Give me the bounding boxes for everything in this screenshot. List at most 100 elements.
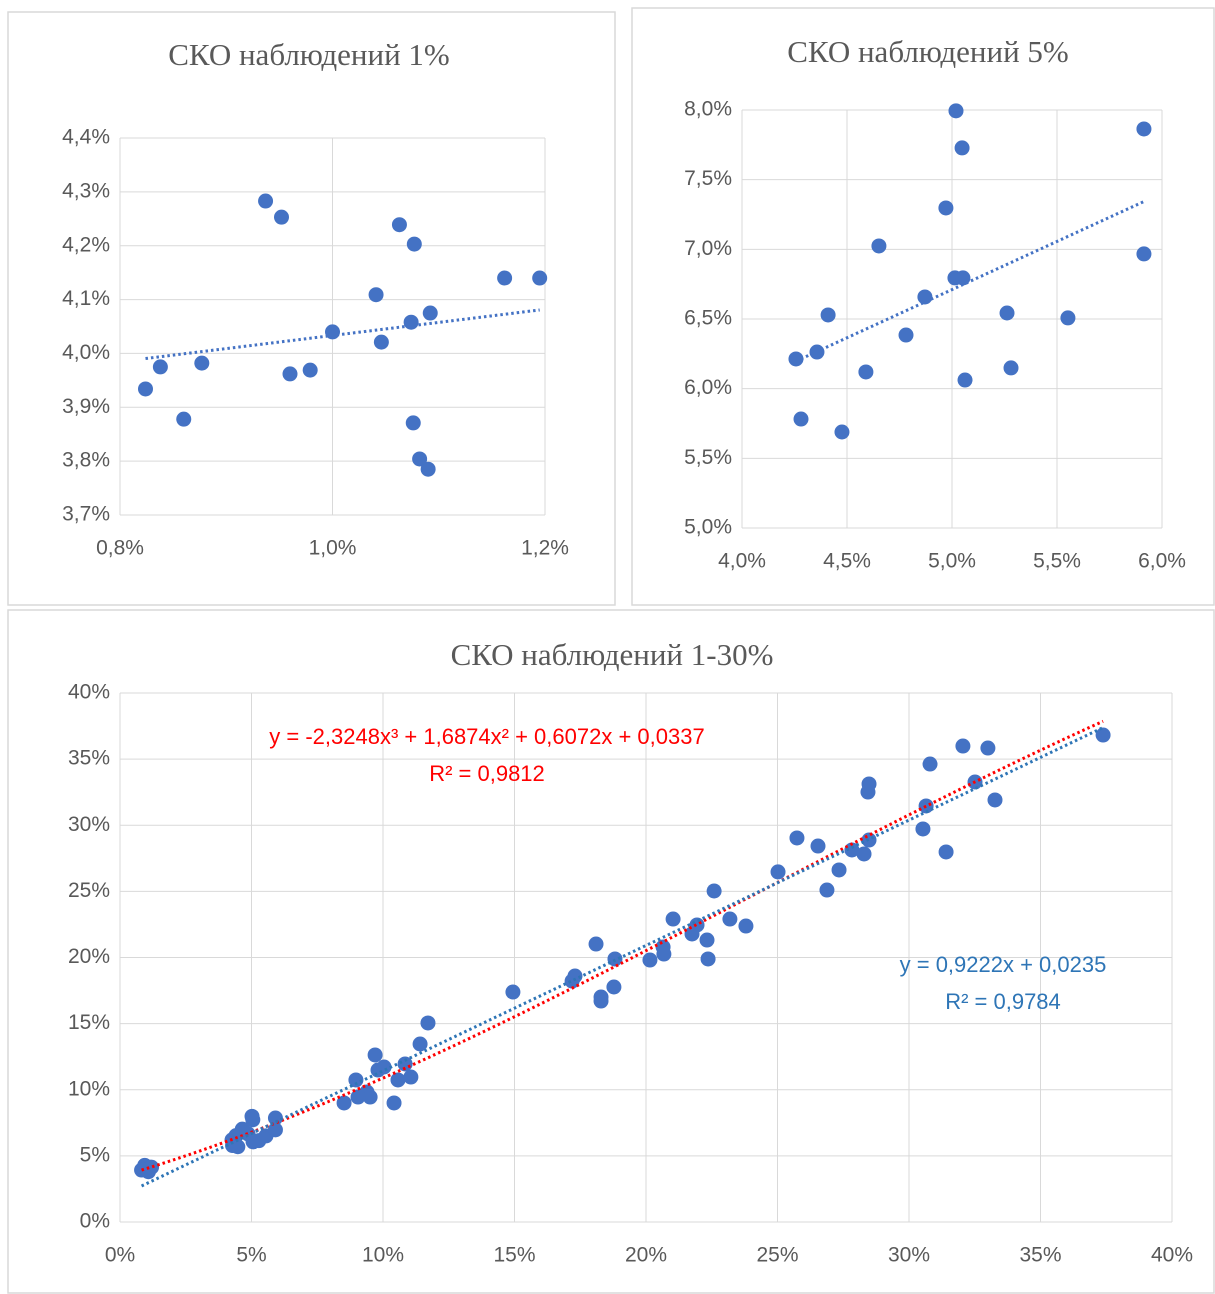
y-tick-label: 7,0% — [684, 237, 732, 260]
y-tick-label: 40% — [68, 681, 110, 704]
scatter-point — [706, 883, 722, 899]
x-tick-label: 25% — [756, 1244, 798, 1267]
scatter-point — [948, 103, 964, 119]
scatter-point — [267, 1110, 283, 1126]
scatter-point — [274, 209, 289, 225]
y-tick-label: 20% — [68, 945, 110, 968]
y-tick-label: 5% — [80, 1143, 110, 1166]
scatter-point — [656, 946, 672, 962]
x-tick-label: 5,5% — [1033, 550, 1081, 573]
scatter-point — [898, 327, 914, 343]
y-tick-label: 4,4% — [62, 126, 110, 149]
trendline-equation: y = -2,3248x³ + 1,6874x² + 0,6072x + 0,0… — [269, 724, 704, 749]
scatter-point — [955, 738, 971, 754]
scatter-point — [987, 792, 1003, 808]
scatter-point — [954, 140, 970, 156]
x-tick-label: 4,0% — [718, 550, 766, 573]
scatter-point — [915, 821, 931, 837]
scatter-point — [403, 1069, 419, 1085]
scatter-point — [665, 911, 681, 927]
scatter-point — [386, 1095, 402, 1111]
scatter-point — [373, 334, 389, 350]
trendline — [795, 200, 1145, 363]
scatter-point — [1136, 246, 1152, 262]
scatter-point — [230, 1139, 246, 1155]
scatter-point — [138, 381, 153, 397]
scatter-point — [593, 993, 609, 1009]
scatter-point — [390, 1072, 406, 1088]
y-tick-label: 15% — [68, 1011, 110, 1034]
scatter-point — [325, 324, 340, 340]
scatter-point — [834, 424, 850, 440]
trendline-r2: R² = 0,9812 — [429, 761, 545, 786]
trendline — [145, 308, 540, 361]
scatter-point — [861, 832, 877, 848]
scatter-point — [406, 236, 422, 252]
x-tick-label: 35% — [1019, 1244, 1061, 1267]
scatter-point — [957, 372, 973, 388]
scatter-point — [376, 1059, 392, 1075]
chart-panel — [631, 7, 1215, 606]
scatter-point — [420, 461, 436, 477]
chart-title: СКО наблюдений 1% — [168, 37, 450, 72]
x-tick-label: 10% — [362, 1244, 404, 1267]
scatter-point — [302, 362, 318, 378]
y-tick-label: 4,1% — [62, 287, 110, 310]
chart-panel — [7, 609, 1215, 1294]
scatter-point — [738, 918, 754, 934]
scatter-point — [844, 842, 860, 858]
x-tick-label: 0% — [105, 1244, 135, 1267]
scatter-point — [770, 864, 786, 880]
y-tick-label: 5,5% — [684, 446, 732, 469]
scatter-point — [497, 270, 513, 286]
scatter-point — [871, 238, 887, 254]
scatter-point — [831, 862, 847, 878]
scatter-point — [999, 305, 1015, 321]
scatter-point — [1136, 121, 1152, 137]
scatter-point — [567, 968, 583, 984]
trendline — [141, 719, 1104, 1172]
y-tick-label: 35% — [68, 747, 110, 770]
scatter-point — [422, 305, 438, 321]
scatter-point — [368, 287, 384, 303]
scatter-point — [348, 1072, 364, 1088]
y-tick-label: 3,8% — [62, 449, 110, 472]
scatter-point — [858, 364, 874, 380]
chart-title: СКО наблюдений 1-30% — [451, 637, 774, 672]
scatter-point — [642, 952, 658, 968]
y-tick-label: 10% — [68, 1077, 110, 1100]
scatter-point — [917, 289, 933, 305]
scatter-point — [788, 351, 804, 367]
scatter-point — [336, 1095, 352, 1111]
scatter-point — [391, 217, 407, 233]
trendline — [140, 726, 1104, 1188]
scatter-point — [810, 838, 826, 854]
trendline-equation: y = 0,9222x + 0,0235 — [900, 952, 1107, 977]
x-tick-label: 5,0% — [928, 550, 976, 573]
x-tick-label: 40% — [1151, 1244, 1193, 1267]
scatter-point — [819, 882, 835, 898]
scatter-point — [689, 917, 705, 933]
scatter-point — [532, 270, 548, 286]
scatter-point — [789, 830, 805, 846]
scatter-point — [980, 740, 996, 756]
scatter-point — [176, 411, 192, 427]
x-tick-label: 20% — [625, 1244, 667, 1267]
scatter-point — [700, 951, 716, 967]
scatter-point — [258, 193, 274, 209]
x-tick-label: 1,2% — [521, 537, 569, 560]
x-tick-label: 4,5% — [823, 550, 871, 573]
scatter-point — [1003, 360, 1019, 376]
y-tick-label: 5,0% — [684, 516, 732, 539]
scatter-point — [918, 798, 934, 814]
y-tick-label: 0% — [80, 1210, 110, 1233]
y-tick-label: 6,5% — [684, 307, 732, 330]
y-tick-label: 3,7% — [62, 503, 110, 526]
scatter-point — [607, 951, 623, 967]
x-tick-label: 6,0% — [1138, 550, 1186, 573]
scatter-point — [412, 1036, 428, 1052]
y-tick-label: 4,2% — [62, 233, 110, 256]
scatter-point — [152, 359, 168, 375]
y-tick-label: 30% — [68, 813, 110, 836]
